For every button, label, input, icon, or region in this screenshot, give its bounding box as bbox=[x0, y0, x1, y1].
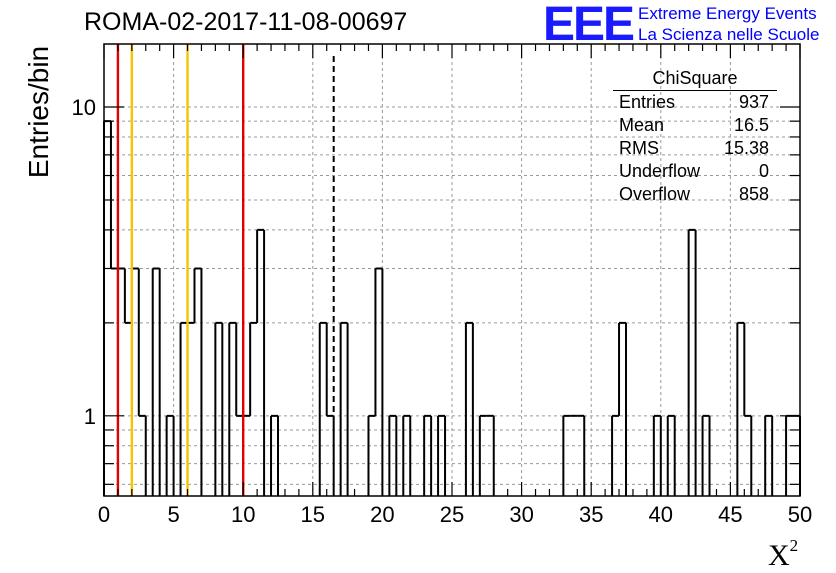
chart-title: ROMA-02-2017-11-08-00697 bbox=[84, 8, 408, 36]
tick-label-layer: 0 5 10 15 20 25 30 35 40 45 50 1 10 bbox=[72, 95, 813, 527]
stats-label: Underflow bbox=[619, 161, 701, 181]
x-tick-label: 50 bbox=[788, 502, 812, 527]
logo-line-1: Extreme Energy Events bbox=[638, 4, 817, 23]
histogram-bin bbox=[701, 414, 710, 496]
x-axis-label-superscript: 2 bbox=[789, 536, 799, 555]
tick-layer bbox=[103, 44, 801, 496]
histogram-bin bbox=[339, 321, 348, 496]
x-tick-label: 45 bbox=[718, 502, 742, 527]
stats-row: Underflow 0 bbox=[611, 160, 777, 183]
histogram-bin bbox=[214, 321, 223, 496]
stats-value: 0 bbox=[758, 161, 769, 181]
histogram-bin bbox=[270, 414, 278, 496]
histogram-bin bbox=[103, 120, 111, 496]
stats-value: 16.5 bbox=[733, 115, 769, 135]
histogram-bin bbox=[228, 321, 237, 496]
stats-label: Mean bbox=[619, 115, 665, 135]
stats-row: RMS 15.38 bbox=[611, 137, 777, 160]
logo-line-2: La Scienza nelle Scuole bbox=[638, 25, 820, 44]
eee-logo-mark: EEE bbox=[543, 0, 635, 51]
x-tick-label: 15 bbox=[301, 502, 325, 527]
histogram-bin bbox=[478, 414, 487, 496]
histogram-bin bbox=[687, 228, 696, 496]
y-tick-label: 1 bbox=[84, 404, 96, 429]
histogram-bin bbox=[249, 321, 258, 416]
histogram-bin bbox=[736, 321, 745, 496]
x-tick-label: 35 bbox=[579, 502, 603, 527]
x-tick-label: 0 bbox=[98, 502, 110, 527]
histogram-bin bbox=[137, 268, 146, 417]
histogram-bin bbox=[652, 414, 661, 496]
stats-value: 937 bbox=[738, 92, 769, 112]
stats-label: Overflow bbox=[619, 184, 691, 204]
histogram-bin bbox=[256, 228, 265, 323]
stats-label: RMS bbox=[619, 138, 659, 158]
stats-value: 15.38 bbox=[723, 138, 769, 158]
histogram-bin bbox=[388, 414, 397, 496]
grid-layer bbox=[104, 44, 800, 496]
x-tick-label: 25 bbox=[440, 502, 464, 527]
histogram-bin bbox=[611, 414, 620, 496]
stats-value: 858 bbox=[738, 184, 769, 204]
histogram-bin bbox=[464, 321, 473, 496]
x-axis-label-main: X bbox=[768, 539, 790, 572]
x-axis-label: X2 bbox=[768, 536, 798, 573]
stats-row: Mean 16.5 bbox=[611, 114, 777, 137]
histogram-bin bbox=[151, 267, 160, 496]
x-tick-label: 5 bbox=[167, 502, 179, 527]
stats-row: Entries 937 bbox=[611, 91, 777, 114]
x-tick-label: 30 bbox=[509, 502, 533, 527]
x-tick-label: 20 bbox=[370, 502, 394, 527]
y-tick-label: 10 bbox=[72, 95, 96, 120]
histogram-bin bbox=[743, 322, 752, 417]
histogram-bin bbox=[562, 414, 571, 496]
histogram-bin bbox=[618, 321, 626, 416]
stats-title: ChiSquare bbox=[613, 66, 777, 91]
histogram-bin bbox=[437, 414, 446, 496]
histogram-bin bbox=[374, 267, 383, 416]
histogram-bin bbox=[367, 414, 376, 496]
reference-lines-layer bbox=[116, 44, 335, 496]
histogram-bin bbox=[666, 414, 675, 496]
histogram-bin bbox=[193, 267, 202, 323]
stats-box: ChiSquare Entries 937 Mean 16.5 RMS 15.3… bbox=[611, 66, 777, 206]
stats-label: Entries bbox=[619, 92, 676, 112]
histogram-bin bbox=[325, 322, 334, 417]
histogram-bin bbox=[423, 414, 432, 496]
y-axis-label: Entries/bin bbox=[23, 45, 54, 179]
histogram-bin bbox=[402, 414, 411, 496]
x-tick-label: 40 bbox=[649, 502, 673, 527]
histogram-bin bbox=[764, 414, 773, 496]
x-tick-label: 10 bbox=[231, 502, 255, 527]
stats-row: Overflow 858 bbox=[611, 183, 777, 206]
histogram-bin bbox=[165, 414, 174, 496]
histogram-bin bbox=[318, 321, 327, 496]
